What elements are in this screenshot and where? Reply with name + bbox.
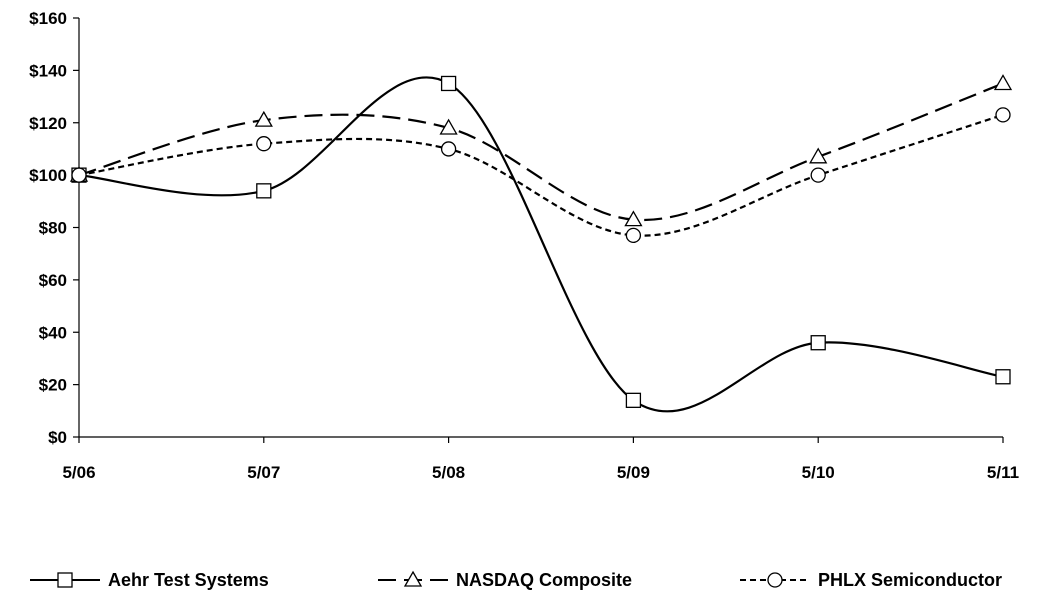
x-tick-label: 5/08 — [432, 463, 465, 482]
series-markers — [69, 74, 1013, 408]
series-line-circle — [78, 113, 1004, 237]
data-point-circle — [71, 167, 87, 183]
y-tick-label: $140 — [29, 61, 67, 80]
data-point-circle — [810, 167, 826, 183]
series-line-square — [78, 76, 1004, 413]
legend-label: NASDAQ Composite — [456, 570, 632, 590]
data-point-circle — [625, 227, 642, 244]
legend-marker-circle — [767, 572, 783, 588]
data-point-circle — [440, 141, 457, 157]
y-tick-label: $0 — [48, 428, 67, 447]
data-point-circle — [256, 136, 272, 152]
data-point-triangle — [439, 118, 458, 135]
data-point-triangle — [993, 74, 1013, 91]
series-lines — [78, 76, 1004, 413]
data-point-square — [810, 335, 826, 351]
data-point-square — [256, 183, 272, 199]
y-tick-label: $120 — [29, 114, 67, 133]
legend-marker-square — [57, 572, 73, 588]
x-tick-label: 5/10 — [802, 463, 835, 482]
legend: Aehr Test Systems NASDAQ Composite PHLX Se… — [30, 570, 1002, 590]
series-line-triangle — [78, 82, 1004, 222]
y-tick-label: $80 — [39, 219, 67, 238]
y-tick-label: $20 — [39, 376, 67, 395]
legend-label: PHLX Semiconductor — [818, 570, 1002, 590]
y-tick-label: $40 — [39, 323, 67, 342]
axes: $0 $20 $40 $60 $80 $100 $120 $140 $160 5/06 5/07 5/… — [29, 9, 1019, 482]
legend-label: Aehr Test Systems — [108, 570, 269, 590]
data-point-square — [440, 75, 457, 92]
data-point-triangle — [624, 210, 643, 227]
y-tick-label: $160 — [29, 9, 67, 28]
x-tick-label: 5/09 — [617, 463, 650, 482]
data-point-square — [625, 392, 642, 408]
legend-marker-triangle — [403, 570, 423, 587]
x-tick-label: 5/07 — [247, 463, 280, 482]
data-point-triangle — [254, 110, 273, 127]
y-tick-label: $100 — [29, 166, 67, 185]
y-tick-label: $60 — [39, 271, 67, 290]
data-point-triangle — [809, 147, 828, 164]
x-tick-label: 5/06 — [62, 463, 95, 482]
data-point-circle — [995, 107, 1011, 123]
x-tick-label: 5/11 — [987, 463, 1019, 482]
data-point-square — [995, 369, 1011, 385]
